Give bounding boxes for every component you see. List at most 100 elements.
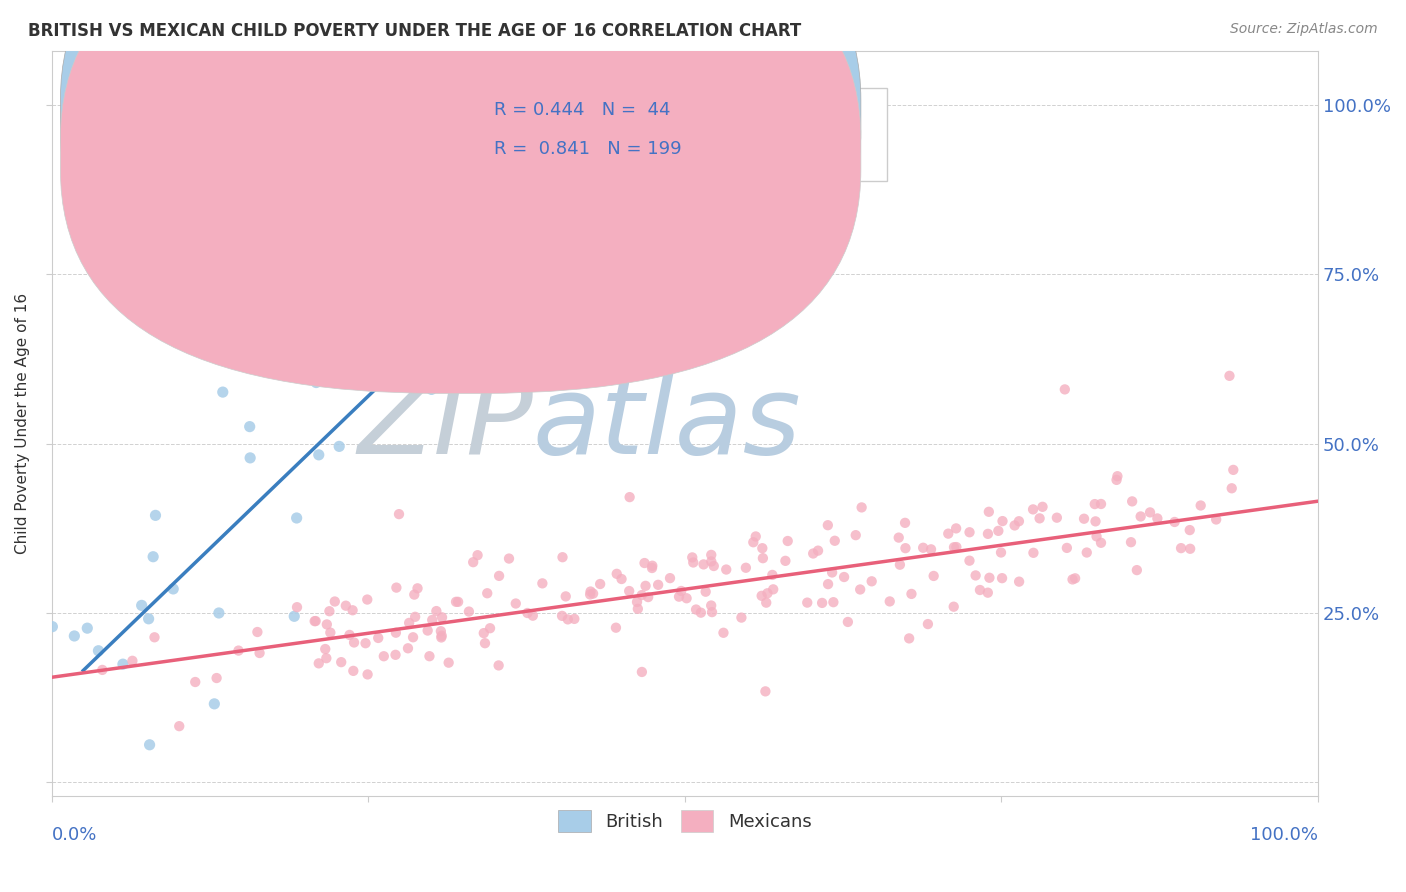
Point xyxy=(990,545,1012,559)
Point xyxy=(384,648,406,662)
Point xyxy=(406,582,429,596)
Point xyxy=(447,595,470,609)
Point xyxy=(356,592,378,607)
Point xyxy=(479,621,502,635)
Point xyxy=(942,599,965,614)
Point xyxy=(1126,563,1149,577)
Point xyxy=(761,568,783,582)
Point xyxy=(860,574,883,589)
Point xyxy=(647,578,669,592)
Point xyxy=(751,541,773,556)
Point xyxy=(912,541,935,555)
Point xyxy=(463,555,485,569)
Point xyxy=(692,558,714,572)
Point xyxy=(917,617,939,632)
Point xyxy=(1073,512,1095,526)
Point xyxy=(1008,514,1031,528)
Point xyxy=(373,649,395,664)
Point xyxy=(418,649,440,664)
Point xyxy=(202,697,225,711)
Point xyxy=(945,521,967,535)
Y-axis label: Child Poverty Under the Age of 16: Child Poverty Under the Age of 16 xyxy=(15,293,30,554)
Point xyxy=(920,542,942,557)
Point xyxy=(312,186,335,200)
FancyBboxPatch shape xyxy=(60,0,860,393)
Point xyxy=(626,595,648,609)
Point xyxy=(991,571,1014,585)
Point xyxy=(1046,510,1069,524)
Point xyxy=(755,596,778,610)
Point xyxy=(1085,529,1108,543)
Point xyxy=(695,584,717,599)
Point xyxy=(682,556,704,570)
Point xyxy=(131,599,153,613)
Point xyxy=(1090,497,1112,511)
Point xyxy=(605,621,627,635)
Point xyxy=(634,579,657,593)
Point xyxy=(444,338,467,352)
Point xyxy=(488,658,510,673)
Point xyxy=(155,233,177,247)
Point xyxy=(388,507,411,521)
Point xyxy=(1031,500,1053,514)
Text: BRITISH VS MEXICAN CHILD POVERTY UNDER THE AGE OF 16 CORRELATION CHART: BRITISH VS MEXICAN CHILD POVERTY UNDER T… xyxy=(28,22,801,40)
Point xyxy=(184,675,207,690)
Point xyxy=(735,560,758,574)
Point xyxy=(977,585,1000,599)
Text: R =  0.841   N = 199: R = 0.841 N = 199 xyxy=(494,140,681,158)
Point xyxy=(76,621,98,635)
Point xyxy=(811,596,834,610)
Point xyxy=(851,500,873,515)
Point xyxy=(1076,545,1098,559)
Point xyxy=(703,84,725,98)
Point xyxy=(681,550,703,565)
Point xyxy=(579,587,602,601)
Point xyxy=(1189,499,1212,513)
Point xyxy=(730,610,752,624)
FancyBboxPatch shape xyxy=(419,88,887,181)
Point xyxy=(1218,368,1240,383)
Point xyxy=(675,591,697,606)
Point xyxy=(1022,502,1045,516)
Point xyxy=(472,626,495,640)
Point xyxy=(689,606,711,620)
Point xyxy=(404,609,426,624)
Point xyxy=(742,535,765,549)
Point xyxy=(703,559,725,574)
Point xyxy=(1220,481,1243,495)
Point xyxy=(489,325,512,339)
Point xyxy=(63,629,86,643)
Point xyxy=(713,625,735,640)
Point xyxy=(142,549,165,564)
Point xyxy=(474,636,496,650)
Point xyxy=(762,582,785,597)
Point xyxy=(775,554,797,568)
Point xyxy=(416,624,439,638)
Point xyxy=(582,586,605,600)
Point xyxy=(318,604,340,618)
FancyBboxPatch shape xyxy=(60,0,860,355)
Point xyxy=(894,541,917,556)
Point xyxy=(752,551,775,566)
Point xyxy=(1028,511,1050,525)
Point xyxy=(325,183,347,197)
Point xyxy=(606,566,628,581)
Point xyxy=(211,385,233,400)
Point xyxy=(425,604,447,618)
Point xyxy=(446,293,468,308)
Point xyxy=(228,643,250,657)
Text: atlas: atlas xyxy=(533,370,801,476)
Point xyxy=(516,606,538,620)
Point xyxy=(824,533,846,548)
Point xyxy=(308,657,330,671)
Point xyxy=(821,566,844,580)
Point xyxy=(1056,541,1078,555)
Point xyxy=(404,588,426,602)
Point xyxy=(522,608,544,623)
Point xyxy=(249,646,271,660)
Point xyxy=(330,655,353,669)
Point xyxy=(801,547,824,561)
Legend: British, Mexicans: British, Mexicans xyxy=(551,803,818,839)
Point xyxy=(1178,541,1201,556)
Point xyxy=(745,529,768,543)
